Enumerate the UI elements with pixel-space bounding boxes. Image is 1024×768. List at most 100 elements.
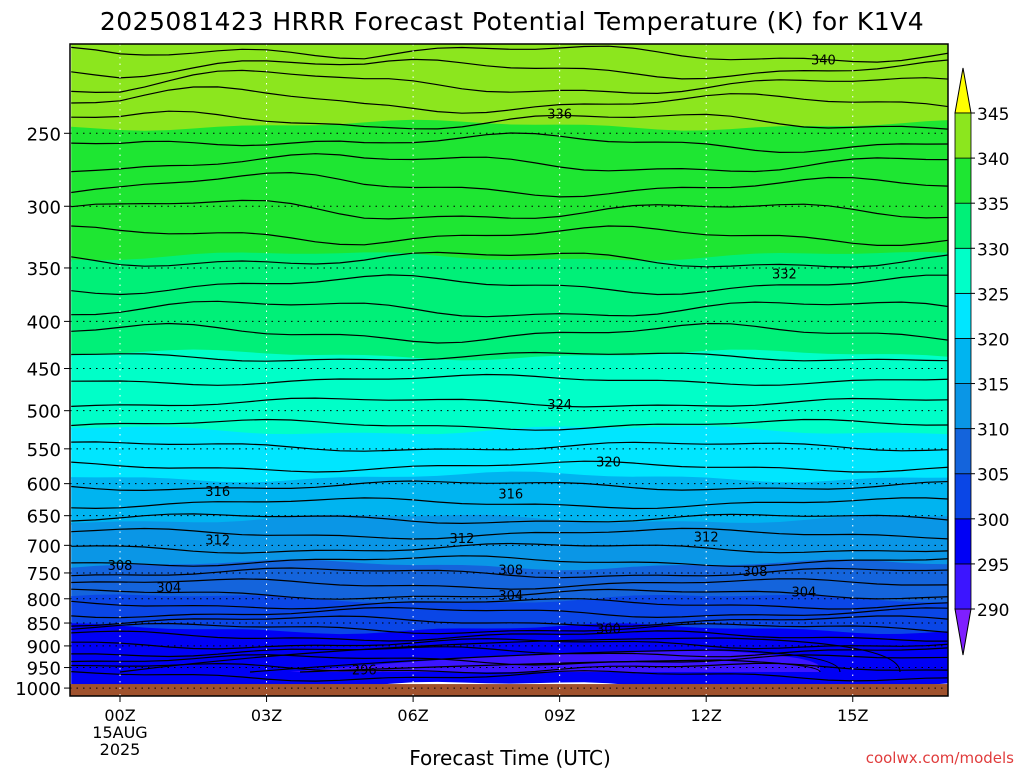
contour-label: 312 (450, 532, 475, 547)
contour-line (71, 513, 948, 525)
colorbar-segment (954, 157, 972, 204)
contour-label: 308 (498, 564, 523, 579)
colorbar: 290 295 300 305 310 315 320 325 330 335 340 345 (954, 67, 1009, 656)
contour-line (71, 132, 948, 154)
contour-line (71, 373, 948, 386)
x-axis-label: Forecast Time (UTC) (409, 746, 611, 768)
contour-line (71, 588, 948, 600)
fill-band (71, 471, 948, 525)
contour-label: 304 (791, 586, 816, 601)
contour-label: 316 (205, 485, 230, 500)
contour-label: 304 (156, 581, 181, 596)
fill-band (71, 251, 948, 363)
y-tick-label: 550 (27, 440, 61, 461)
colorbar-label: 325 (977, 285, 1009, 305)
contour-labels: 340 336 332 324 320 316 316 312 312 312 308 308 308 3… (108, 54, 836, 679)
ground-fill (70, 684, 948, 696)
colorbar-label: 330 (977, 240, 1009, 260)
contour-label: 332 (772, 268, 797, 283)
contour-line (71, 630, 948, 642)
fill-band (71, 426, 948, 485)
contour-line (71, 527, 948, 540)
contour-line (71, 578, 948, 590)
y-tick-label: 250 (27, 124, 61, 145)
contour-label: 300 (596, 623, 621, 638)
y-tick-label: 800 (27, 590, 61, 611)
colorbar-segment (954, 383, 972, 430)
contour-label: 308 (743, 565, 768, 580)
contour-line (71, 199, 948, 220)
contour-line (71, 622, 948, 635)
colorbar-label: 345 (977, 105, 1009, 125)
contour-line (71, 542, 948, 554)
colorbar-segment (954, 428, 972, 475)
x-tick-label: 12Z (691, 706, 722, 725)
colorbar-segment (954, 292, 972, 339)
contour-line (71, 225, 948, 246)
contour-line (71, 274, 948, 296)
contour-line (71, 110, 948, 130)
contour-line (71, 86, 948, 114)
y-tick-label: 300 (27, 197, 61, 218)
contour-label: 312 (205, 534, 230, 549)
contour-line (71, 670, 948, 682)
y-tick-label: 850 (27, 614, 61, 635)
contour-line (71, 615, 948, 627)
colorbar-segment (954, 247, 972, 294)
contour-lines (71, 45, 948, 682)
contour-line (71, 606, 948, 619)
y-tick-label: 400 (27, 312, 61, 333)
contour-line (71, 171, 948, 198)
colorbar-segment (954, 563, 972, 610)
chart-title: 2025081423 HRRR Forecast Potential Tempe… (100, 7, 924, 36)
contour-label: 308 (108, 559, 133, 574)
fill-band (71, 349, 948, 437)
contour-label: 304 (498, 589, 523, 604)
colorbar-label: 305 (977, 466, 1009, 486)
colorbar-label: 315 (977, 376, 1009, 396)
colorbar-segment (954, 338, 972, 384)
contour-line (71, 418, 948, 431)
plot-border (69, 43, 949, 697)
fill-band (71, 119, 948, 263)
y-tick-label: 500 (27, 402, 61, 423)
x-tick-label: 00Z (104, 706, 135, 725)
x-tick-sublabel: 15AUG (92, 723, 147, 742)
y-tick-label: 600 (27, 475, 61, 496)
colorbar-segment (954, 112, 972, 159)
contour-label: 296 (352, 664, 377, 679)
colorbar-segment (954, 202, 972, 249)
credit-link[interactable]: coolwx.com/models (866, 749, 1014, 767)
contour-line (119, 637, 901, 673)
y-tick-label: 950 (27, 659, 61, 680)
colorbar-label: 340 (977, 150, 1009, 170)
contour-line (249, 649, 841, 673)
contour-label: 324 (547, 398, 572, 413)
y-tick-label: 1000 (15, 679, 61, 700)
y-axis: 2503003504004505005506006507007508008509… (15, 124, 70, 700)
contour-line (71, 555, 948, 567)
plot-area: 340 336 332 324 320 316 316 312 312 312 308 308 308 3… (70, 44, 948, 696)
contour-line (71, 567, 948, 579)
contour-label: 336 (547, 108, 572, 123)
contour-line (71, 397, 948, 408)
colorbar-label: 310 (977, 421, 1009, 441)
fill-band (71, 559, 948, 605)
colorbar-segment (954, 518, 972, 565)
contour-line (71, 637, 948, 650)
contour-label: 312 (694, 531, 719, 546)
colorbar-bottom-arrow (954, 608, 972, 656)
contour-line (71, 646, 948, 658)
colorbar-label: 295 (977, 556, 1009, 576)
contour-line (71, 300, 948, 318)
gridlines (70, 44, 948, 696)
x-tick-label: 03Z (251, 706, 282, 725)
contour-label: 320 (596, 456, 621, 471)
contour-line (71, 662, 948, 674)
colorbar-top-arrow (954, 67, 972, 114)
x-tick-sublabel: 2025 (100, 740, 141, 759)
contour-line (71, 251, 948, 268)
colorbar-label: 300 (977, 511, 1009, 531)
